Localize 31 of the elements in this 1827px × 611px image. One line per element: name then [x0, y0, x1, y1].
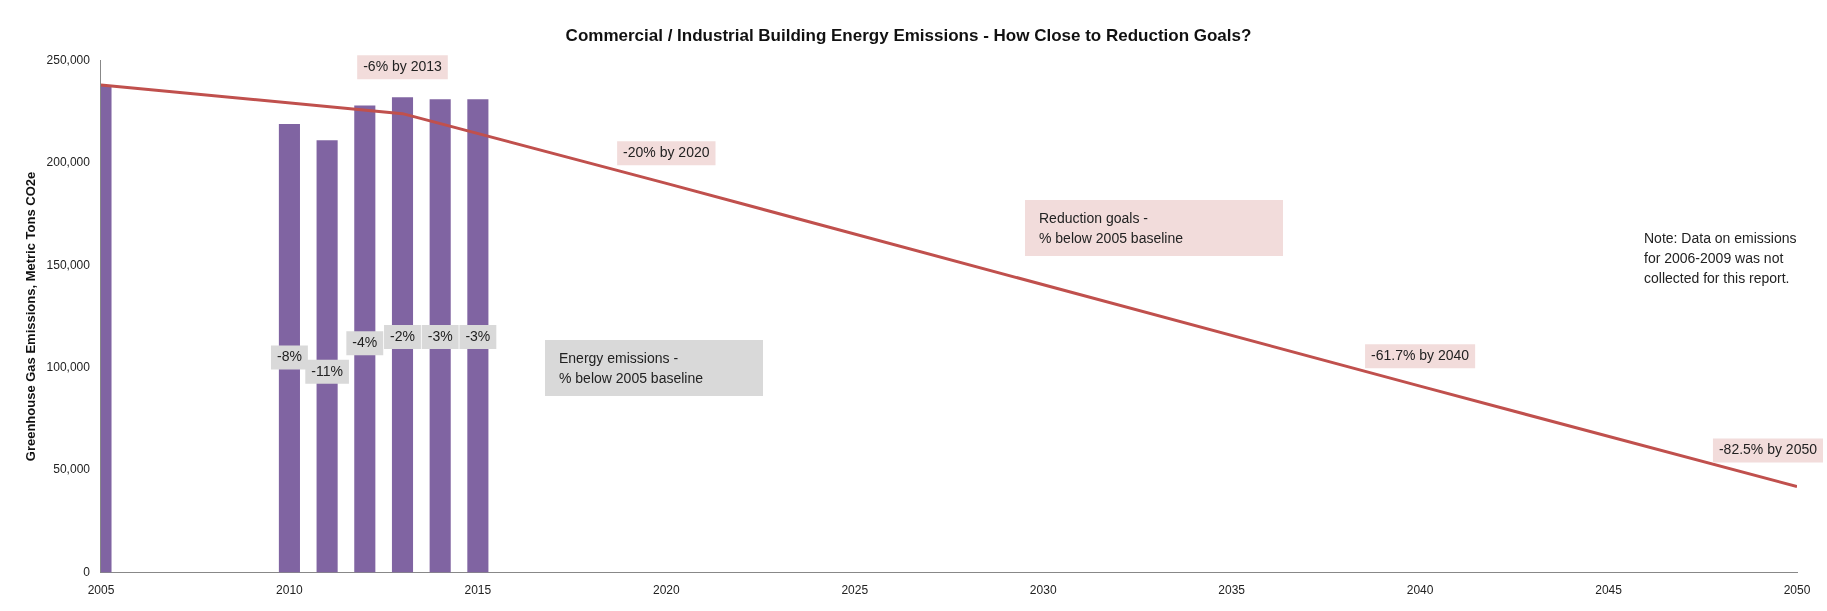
annotation: -61.7% by 2040: [1371, 347, 1470, 364]
x-tick-label: 2050: [1783, 583, 1811, 598]
y-tick-label: 150,000: [46, 257, 91, 272]
annotation: -82.5% by 2050: [1718, 441, 1818, 458]
annotation: -8%: [276, 348, 302, 365]
annotation: -6% by 2013: [363, 58, 443, 75]
y-tick-label: 0: [83, 564, 91, 579]
y-axis-title: Greenhouse Gas Emissions, Metric Tons CO2e: [23, 171, 39, 462]
annotation: -3%: [427, 327, 453, 344]
x-tick-label: 2015: [464, 583, 492, 598]
x-tick-label: 2010: [276, 583, 304, 598]
text-box: Reduction goals - % below 2005 baseline: [1025, 200, 1283, 256]
x-tick-label: 2025: [841, 583, 869, 598]
annotation: -4%: [352, 333, 378, 350]
x-tick-label: 2035: [1218, 583, 1246, 598]
y-tick-label: 50,000: [53, 462, 91, 477]
y-tick-label: 200,000: [46, 155, 91, 170]
chart-title: Commercial / Industrial Building Energy Emissions - How Close to Reduction Goals?: [565, 25, 1252, 45]
x-tick-label: 2045: [1595, 583, 1623, 598]
y-tick-label: 250,000: [46, 52, 91, 67]
annotation: -3%: [465, 327, 491, 344]
annotation: -11%: [311, 362, 343, 379]
annotation: -20% by 2020: [623, 144, 710, 161]
x-tick-label: 2030: [1029, 583, 1057, 598]
annotation: -2%: [390, 327, 415, 344]
x-tick-label: 2040: [1406, 583, 1434, 598]
annotation: Note: Data on emissions for 2006-2009 was not collected for this report.: [1643, 229, 1798, 288]
x-tick-label: 2005: [87, 583, 115, 598]
text-box: Energy emissions - % below 2005 baseline: [545, 340, 763, 396]
y-tick-label: 100,000: [46, 360, 91, 375]
x-tick-label: 2020: [652, 583, 680, 598]
